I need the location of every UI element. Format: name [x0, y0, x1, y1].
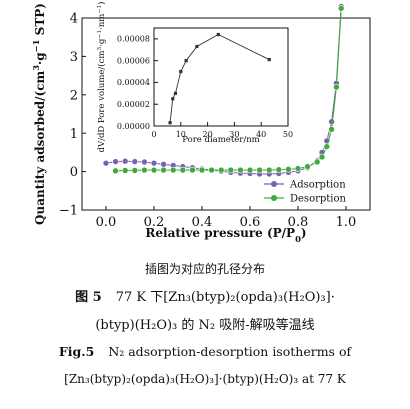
main-data-point-desorption	[112, 167, 119, 175]
main-xtick-label: 0.2	[144, 215, 165, 230]
main-data-point-desorption	[169, 166, 177, 174]
main-data-point-desorption	[208, 166, 215, 174]
main-data-point-adsorption	[131, 158, 139, 165]
main-data-point-desorption	[333, 83, 340, 91]
inset-data-point	[184, 59, 188, 63]
english-caption-line-2: [Zn₃(btyp)₂(opda)₃(H₂O)₃]·(btyp)(H₂O)₃ a…	[0, 372, 410, 386]
chinese-caption-text-1: 77 K 下[Zn₃(btyp)₂(opda)₃(H₂O)₃]·	[115, 290, 335, 305]
main-xtick-label: 0.4	[192, 215, 213, 230]
main-ytick-label: 2	[70, 88, 78, 103]
chinese-caption-text-2: (btyp)(H₂O)₃ 的 N₂ 吸附-解吸等温线	[95, 318, 315, 333]
inset-y-axis-label: dV/dD Pore volume/(cm3·g−1·nm−1)	[96, 2, 108, 153]
inset-ytick-label: 0.00006	[117, 56, 150, 65]
english-figure-label: Fig.5	[58, 344, 95, 359]
main-data-point-desorption	[328, 126, 335, 133]
main-data-point-desorption	[246, 166, 254, 174]
english-caption-text-2: [Zn₃(btyp)₂(opda)₃(H₂O)₃]·(btyp)(H₂O)₃ a…	[64, 372, 346, 386]
inset-xtick-label: 50	[283, 130, 293, 139]
main-data-point-desorption	[131, 167, 139, 174]
main-data-point-desorption	[304, 163, 311, 170]
main-xtick-label: 1.0	[336, 215, 357, 230]
isotherm-figure: 0.0 0.2 0.4 0.6 0.8 1.0 −1 0 1 2 3 4 Relative pressu…	[31, 2, 371, 244]
main-data-point-adsorption	[102, 159, 110, 167]
main-data-point-desorption	[318, 153, 326, 161]
main-data-point-adsorption	[150, 159, 158, 167]
legend-swatch-marker-adsorption	[271, 181, 277, 187]
inset-xtick-label: 0	[151, 130, 156, 139]
main-data-point-desorption	[198, 166, 206, 174]
main-xtick-label: 0.0	[96, 215, 117, 230]
english-caption-text-1: N₂ adsorption-desorption isotherms of	[108, 344, 352, 359]
main-data-point-adsorption	[160, 161, 167, 168]
main-legend: Adsorption Desorption	[264, 180, 347, 205]
inset-ytick-label: 0.00008	[117, 35, 150, 44]
main-y-axis-label: Quantity adsorbed/(cm3·g−1 STP)	[31, 3, 47, 225]
chinese-figure-label: 图 5	[75, 290, 102, 305]
chinese-caption-line-1: 图 5 77 K 下[Zn₃(btyp)₂(opda)₃(H₂O)₃]·	[0, 286, 410, 305]
inset-xtick-label: 10	[176, 130, 186, 139]
main-ytick-label: 0	[70, 165, 78, 180]
inset-data-point	[179, 69, 183, 74]
inset-ytick-label: 0.00000	[117, 122, 150, 131]
inset-data-point	[267, 57, 271, 62]
inset-frame	[153, 27, 289, 127]
main-data-point-desorption	[294, 165, 302, 172]
main-data-point-desorption	[150, 166, 158, 174]
main-data-point-desorption	[189, 166, 196, 174]
inset-data-point	[195, 44, 199, 49]
main-data-point-desorption	[237, 166, 244, 174]
main-xtick-label: 0.6	[240, 215, 261, 230]
main-data-point-desorption	[121, 167, 129, 174]
main-data-point-adsorption	[141, 158, 148, 166]
inset-plot: 0 10 20 30 40 50 0.00000 0.00002 0.00004 0.00006 0…	[96, 2, 294, 153]
main-data-point-desorption	[323, 143, 331, 150]
main-ytick-label: 1	[70, 127, 78, 142]
main-data-point-desorption	[275, 166, 283, 173]
inset-ytick-label: 0.00002	[117, 100, 150, 109]
main-data-point-adsorption	[121, 157, 129, 165]
main-data-point-desorption	[256, 166, 263, 174]
main-data-point-desorption	[160, 166, 167, 174]
main-data-point-desorption	[179, 166, 187, 174]
main-ytick-label: 4	[70, 12, 78, 27]
chinese-caption-line-2: (btyp)(H₂O)₃ 的 N₂ 吸附-解吸等温线	[0, 314, 410, 333]
inset-note-text: 插图为对应的孔径分布	[144, 262, 265, 276]
main-data-point-desorption	[217, 166, 225, 174]
legend-swatch-marker-desorption	[271, 195, 277, 201]
inset-xtick-label: 20	[203, 130, 213, 139]
inset-x-axis-label: Pore diameter/nm	[182, 135, 260, 145]
inset-ytick-label: 0.00004	[117, 78, 150, 87]
inset-data-point	[171, 97, 175, 101]
main-data-point-desorption	[227, 166, 235, 174]
main-x-axis-label: Relative pressure (P/P0)	[145, 226, 306, 244]
legend-label-desorption: Desorption	[290, 194, 347, 205]
main-data-point-desorption	[337, 5, 345, 12]
main-data-point-adsorption	[112, 158, 119, 165]
main-data-point-desorption	[265, 166, 273, 174]
main-data-point-desorption	[141, 166, 148, 174]
inset-xtick-label: 40	[256, 130, 266, 139]
main-data-point-desorption	[313, 158, 321, 166]
inset-data-point	[216, 32, 220, 37]
english-caption-line-1: Fig.5 N₂ adsorption-desorption isotherms …	[0, 344, 410, 359]
main-ytick-label: −1	[59, 204, 78, 219]
inset-note-caption: 插图为对应的孔径分布	[0, 260, 410, 277]
inset-data-point	[173, 91, 178, 95]
main-ytick-label: 3	[70, 50, 78, 65]
main-data-point-desorption	[285, 165, 292, 173]
inset-data-point	[168, 121, 172, 125]
legend-label-adsorption: Adsorption	[289, 180, 346, 191]
main-data-point-adsorption	[328, 118, 335, 125]
main-xtick-label: 0.8	[288, 215, 309, 230]
inset-xtick-label: 30	[229, 130, 239, 139]
